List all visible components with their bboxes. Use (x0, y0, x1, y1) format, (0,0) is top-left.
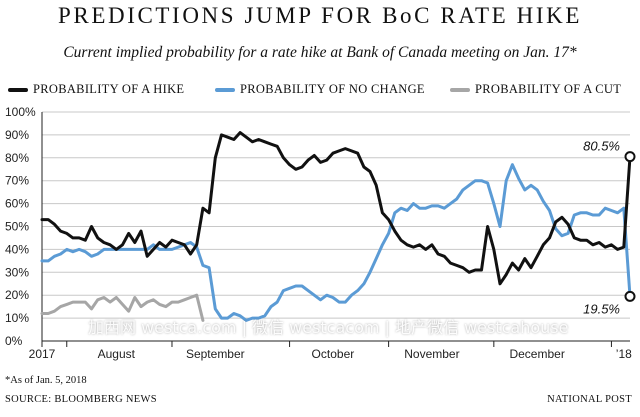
y-tick-label-60: 60% (5, 197, 29, 211)
y-tick-label-70: 70% (5, 174, 29, 188)
x-tick-label-6: ’18 (616, 347, 632, 361)
y-tick-label-0: 0% (5, 334, 23, 348)
legend-swatch-hike (8, 87, 28, 92)
series-line-hike (40, 131, 632, 286)
x-tick-label-1: August (98, 347, 136, 361)
y-tick-label-50: 50% (5, 220, 29, 234)
y-tick-label-30: 30% (5, 265, 29, 279)
x-tick-label-5: December (509, 347, 564, 361)
footnote: *As of Jan. 5, 2018 (5, 375, 87, 386)
y-tick-label-40: 40% (5, 242, 29, 256)
x-tick-label-4: November (404, 347, 459, 361)
legend-swatch-cut (450, 87, 470, 92)
chart-title: PREDICTIONS JUMP FOR BoC RATE HIKE (58, 3, 582, 28)
y-tick-label-10: 10% (5, 311, 29, 325)
legend-item-no-change: PROBABILITY OF NO CHANGE (215, 82, 425, 97)
legend-label-no-change: PROBABILITY OF NO CHANGE (240, 82, 425, 96)
y-tick-label-20: 20% (5, 288, 29, 302)
series-line-no_change (40, 163, 632, 322)
watermark: 加西网 westca.com | 微信 westcacom | 地产微信 wes… (88, 318, 569, 337)
x-tick-label-3: October (312, 347, 355, 361)
legend-swatch-no-change (215, 87, 235, 92)
annotation-no_change: 19.5% (583, 301, 620, 316)
x-tick-label-0: 2017 (29, 347, 56, 361)
y-tick-label-100: 100% (5, 105, 36, 119)
line-chart: 0% 10% 20% 30% 40% 50% 60% 70% 80% 90% 100% 2017 Aug… (5, 105, 636, 361)
y-tick-label-80: 80% (5, 151, 29, 165)
legend-item-cut: PROBABILITY OF A CUT (450, 82, 621, 97)
legend: PROBABILITY OF A HIKE PROBABILITY OF NO … (8, 82, 638, 102)
legend-label-hike: PROBABILITY OF A HIKE (33, 82, 185, 96)
y-tick-label-90: 90% (5, 128, 29, 142)
series-line-cut (40, 293, 205, 322)
chart-subtitle: Current implied probability for a rate h… (63, 44, 577, 61)
source-credit: SOURCE: BLOOMBERG NEWS (5, 394, 157, 405)
end-marker-hike (624, 151, 636, 163)
publisher-credit: NATIONAL POST (547, 394, 632, 405)
x-tick-label-2: September (186, 347, 245, 361)
annotation-hike: 80.5% (583, 139, 620, 154)
legend-label-cut: PROBABILITY OF A CUT (475, 82, 622, 96)
end-marker-no_change (624, 290, 636, 302)
legend-item-hike: PROBABILITY OF A HIKE (8, 82, 184, 97)
